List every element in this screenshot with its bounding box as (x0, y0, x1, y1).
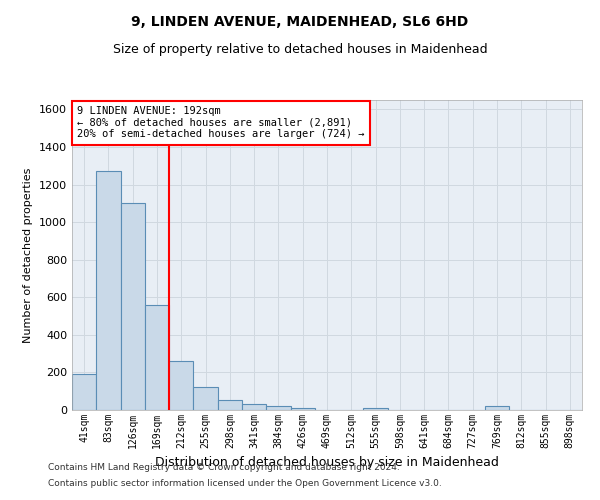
Bar (266, 406, 290, 410)
Y-axis label: Number of detached properties: Number of detached properties (23, 168, 34, 342)
Bar (145, 305, 169, 410)
Bar (121, 204, 145, 410)
Text: Contains public sector information licensed under the Open Government Licence v3: Contains public sector information licen… (48, 478, 442, 488)
Text: Size of property relative to detached houses in Maidenhead: Size of property relative to detached ho… (113, 42, 487, 56)
Bar (364, 408, 388, 410)
Bar (290, 408, 315, 410)
Bar (72, 374, 96, 410)
Bar (169, 361, 193, 410)
Bar (485, 406, 509, 410)
Bar (242, 404, 266, 410)
Bar (218, 400, 242, 410)
X-axis label: Distribution of detached houses by size in Maidenhead: Distribution of detached houses by size … (155, 456, 499, 469)
Text: 9 LINDEN AVENUE: 192sqm
← 80% of detached houses are smaller (2,891)
20% of semi: 9 LINDEN AVENUE: 192sqm ← 80% of detache… (77, 106, 365, 140)
Text: 9, LINDEN AVENUE, MAIDENHEAD, SL6 6HD: 9, LINDEN AVENUE, MAIDENHEAD, SL6 6HD (131, 15, 469, 29)
Bar (96, 172, 121, 410)
Text: Contains HM Land Registry data © Crown copyright and database right 2024.: Contains HM Land Registry data © Crown c… (48, 464, 400, 472)
Bar (193, 388, 218, 410)
